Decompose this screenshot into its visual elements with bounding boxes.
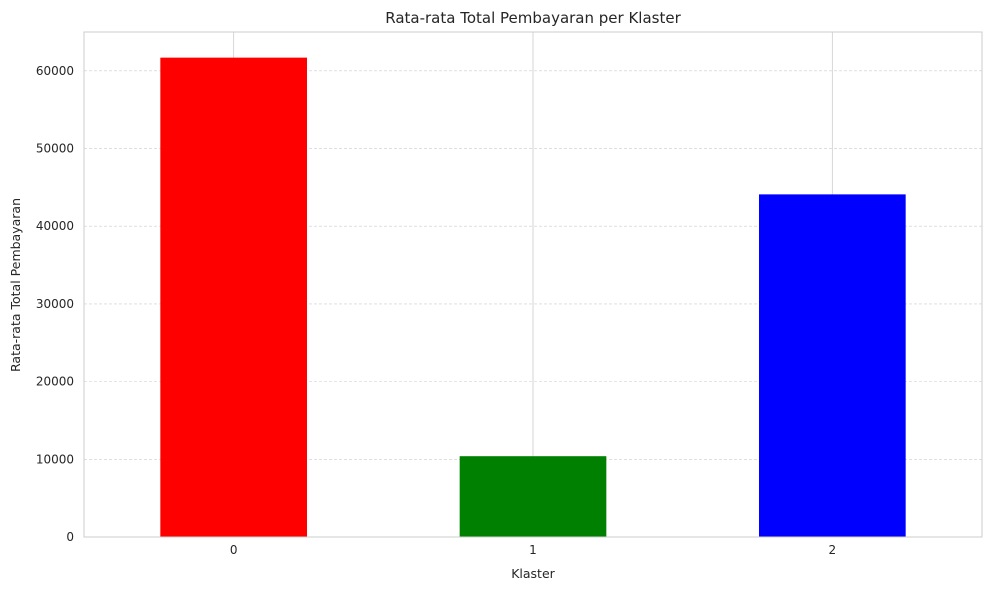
y-axis-ticks: 0 10000 20000 30000 40000 50000 60000 — [36, 64, 74, 544]
y-tick-label: 20000 — [36, 375, 74, 389]
y-tick-label: 40000 — [36, 219, 74, 233]
x-axis-ticks: 0 1 2 — [230, 543, 836, 557]
x-tick-label: 0 — [230, 543, 238, 557]
x-tick-label: 2 — [829, 543, 837, 557]
bar-cluster-0 — [160, 57, 308, 538]
chart-title: Rata-rata Total Pembayaran per Klaster — [385, 9, 681, 27]
x-tick-label: 1 — [529, 543, 537, 557]
y-tick-label: 30000 — [36, 297, 74, 311]
y-axis-label: Rata-rata Total Pembayaran — [8, 198, 23, 372]
y-tick-label: 0 — [66, 530, 74, 544]
y-tick-label: 50000 — [36, 142, 74, 156]
y-tick-label: 10000 — [36, 452, 74, 466]
bar-cluster-1 — [459, 456, 607, 537]
plot-frame — [83, 31, 983, 538]
x-axis-label: Klaster — [511, 566, 555, 581]
bar-cluster-2 — [758, 194, 906, 537]
y-tick-label: 60000 — [36, 64, 74, 78]
bars — [160, 57, 906, 538]
